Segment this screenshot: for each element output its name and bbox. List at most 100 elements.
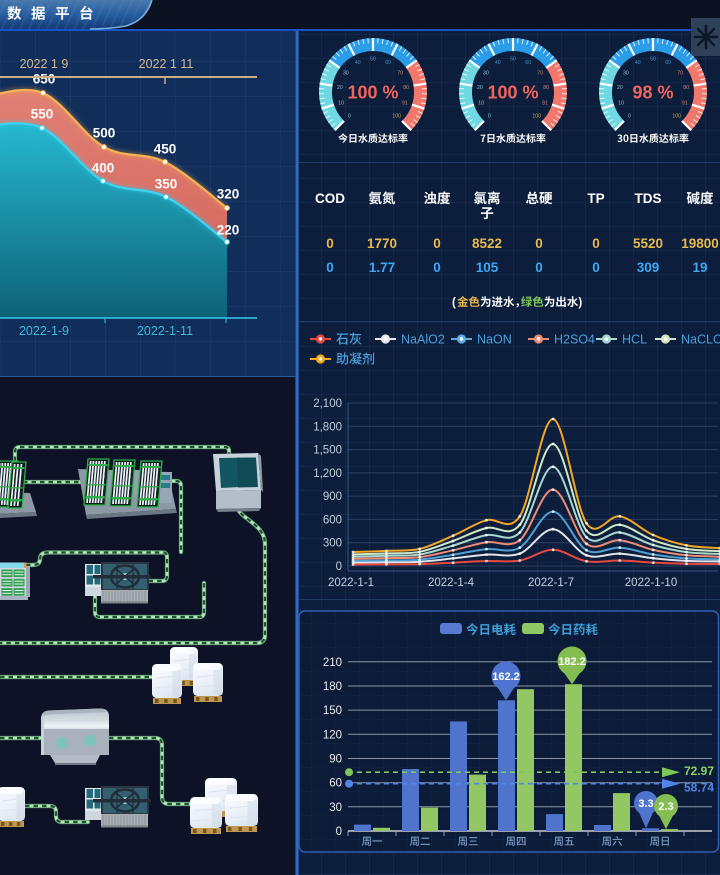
- svg-text:): ): [578, 297, 582, 309]
- svg-text:320: 320: [217, 187, 240, 202]
- svg-text:100: 100: [532, 114, 541, 120]
- svg-text:450: 450: [154, 142, 177, 157]
- svg-text:91: 91: [542, 100, 548, 106]
- svg-text:91: 91: [682, 100, 688, 106]
- svg-text:80: 80: [683, 85, 689, 91]
- svg-text:TP: TP: [587, 191, 604, 206]
- svg-text:98 %: 98 %: [632, 83, 673, 103]
- svg-text:900: 900: [323, 491, 342, 503]
- svg-text:300: 300: [323, 538, 342, 550]
- svg-text:NaCLO: NaCLO: [681, 333, 720, 347]
- svg-text:10: 10: [618, 100, 624, 106]
- svg-text:40: 40: [495, 60, 501, 66]
- svg-text:100: 100: [672, 114, 681, 120]
- svg-text:10: 10: [338, 100, 344, 106]
- svg-text:50: 50: [650, 57, 656, 63]
- svg-text:0: 0: [535, 260, 543, 275]
- svg-text:0: 0: [628, 114, 631, 120]
- svg-text:100: 100: [392, 114, 401, 120]
- svg-text:10: 10: [478, 100, 484, 106]
- svg-text:40: 40: [355, 60, 361, 66]
- svg-text:60: 60: [665, 60, 671, 66]
- svg-text:0: 0: [326, 236, 334, 251]
- svg-text:19: 19: [692, 260, 707, 275]
- svg-text:650: 650: [33, 72, 56, 87]
- svg-text:182.2: 182.2: [558, 656, 586, 668]
- svg-text:70: 70: [397, 70, 403, 76]
- svg-text:309: 309: [637, 260, 660, 275]
- svg-text:70: 70: [537, 70, 543, 76]
- svg-text:0: 0: [326, 260, 334, 275]
- svg-text:0: 0: [433, 236, 441, 251]
- svg-text:60: 60: [329, 778, 342, 790]
- svg-text:30: 30: [483, 70, 489, 76]
- svg-text:0: 0: [592, 260, 600, 275]
- svg-text:2022-1-4: 2022-1-4: [428, 577, 475, 589]
- svg-text:NaON: NaON: [477, 333, 512, 347]
- svg-text:5520: 5520: [633, 236, 663, 251]
- svg-text:180: 180: [323, 681, 342, 693]
- svg-text:70: 70: [677, 70, 683, 76]
- svg-text:20: 20: [617, 85, 623, 91]
- svg-text:TDS: TDS: [635, 191, 662, 206]
- svg-text:2022-1-1: 2022-1-1: [328, 577, 374, 589]
- svg-text:COD: COD: [315, 191, 345, 206]
- svg-text:3.3: 3.3: [638, 798, 653, 810]
- svg-text:H2SO4: H2SO4: [554, 333, 595, 347]
- svg-text:60: 60: [525, 60, 531, 66]
- svg-text:0: 0: [336, 826, 342, 838]
- svg-text:20: 20: [337, 85, 343, 91]
- svg-text:8522: 8522: [472, 236, 502, 251]
- svg-text:2,100: 2,100: [313, 398, 342, 410]
- svg-text:1770: 1770: [367, 236, 397, 251]
- svg-text:1,200: 1,200: [313, 468, 342, 480]
- svg-text:30: 30: [343, 70, 349, 76]
- svg-text:NaAlO2: NaAlO2: [401, 333, 445, 347]
- svg-text:50: 50: [510, 57, 516, 63]
- svg-text:60: 60: [385, 60, 391, 66]
- svg-text:40: 40: [635, 60, 641, 66]
- svg-text:120: 120: [323, 729, 342, 741]
- svg-text:(: (: [452, 297, 456, 309]
- svg-text:162.2: 162.2: [492, 671, 520, 683]
- svg-text:0: 0: [336, 561, 342, 573]
- svg-text:90: 90: [329, 754, 342, 766]
- svg-text:210: 210: [323, 657, 342, 669]
- svg-text:600: 600: [323, 514, 342, 526]
- svg-text:19800: 19800: [681, 236, 719, 251]
- svg-text:20: 20: [477, 85, 483, 91]
- svg-text:2022 1 11: 2022 1 11: [139, 57, 194, 71]
- svg-text:2022-1-11: 2022-1-11: [137, 324, 193, 338]
- svg-text:72.97: 72.97: [684, 764, 714, 778]
- svg-text:91: 91: [402, 100, 408, 106]
- svg-text:2022-1-10: 2022-1-10: [625, 577, 677, 589]
- svg-text:50: 50: [370, 57, 376, 63]
- svg-text:550: 550: [31, 107, 54, 122]
- svg-text:1,800: 1,800: [313, 421, 342, 433]
- svg-text:2022-1-7: 2022-1-7: [528, 577, 574, 589]
- svg-text:0: 0: [488, 114, 491, 120]
- svg-text:80: 80: [543, 85, 549, 91]
- svg-text:0: 0: [592, 236, 600, 251]
- svg-text:105: 105: [476, 260, 499, 275]
- svg-text:350: 350: [155, 177, 178, 192]
- svg-text:0: 0: [433, 260, 441, 275]
- svg-text:2022 1 9: 2022 1 9: [20, 57, 69, 71]
- svg-text:100 %: 100 %: [347, 83, 398, 103]
- svg-text:1,500: 1,500: [313, 445, 342, 457]
- svg-text:30: 30: [623, 70, 629, 76]
- svg-text:2.3: 2.3: [658, 801, 673, 813]
- svg-text:30: 30: [329, 802, 342, 814]
- svg-text:500: 500: [93, 126, 116, 141]
- svg-text:HCL: HCL: [622, 333, 647, 347]
- svg-text:150: 150: [323, 705, 342, 717]
- svg-text:1.77: 1.77: [369, 260, 395, 275]
- svg-text:80: 80: [403, 85, 409, 91]
- svg-text:2022-1-9: 2022-1-9: [19, 324, 69, 338]
- svg-text:100 %: 100 %: [487, 83, 538, 103]
- svg-text:0: 0: [348, 114, 351, 120]
- svg-text:400: 400: [92, 161, 115, 176]
- svg-text:58.74: 58.74: [684, 781, 714, 795]
- svg-text:220: 220: [217, 223, 240, 238]
- svg-text:0: 0: [535, 236, 543, 251]
